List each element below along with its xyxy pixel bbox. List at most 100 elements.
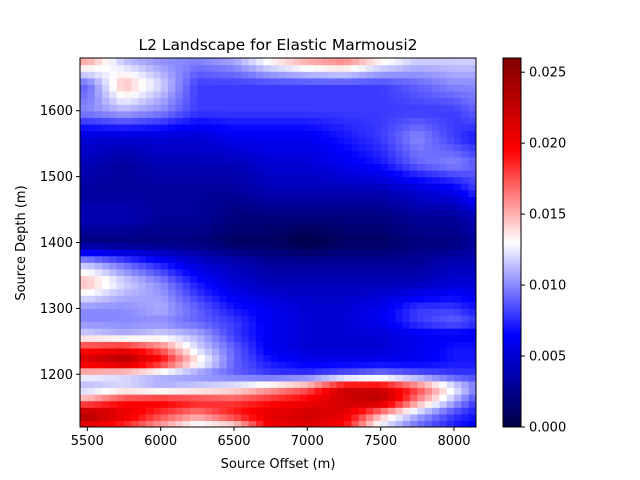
heatmap-cell: [410, 295, 418, 303]
heatmap-cell: [461, 137, 470, 145]
heatmap-cell: [124, 209, 132, 217]
heatmap-cell: [417, 308, 426, 316]
heatmap-cell: [263, 130, 272, 138]
heatmap-cell: [182, 347, 191, 356]
heatmap-cell: [212, 84, 220, 92]
heatmap-cell: [226, 387, 235, 395]
heatmap-cell: [219, 163, 228, 171]
heatmap-cell: [263, 328, 272, 336]
heatmap-cell: [322, 321, 330, 329]
heatmap-cell: [351, 328, 360, 336]
heatmap-cell: [153, 156, 162, 165]
heatmap-cell: [226, 110, 235, 118]
heatmap-cell: [314, 143, 323, 151]
heatmap-cell: [468, 268, 476, 277]
heatmap-cell: [417, 321, 426, 329]
heatmap-cell: [446, 334, 455, 342]
heatmap-cell: [322, 361, 330, 369]
heatmap-cell: [468, 394, 476, 402]
heatmap-cell: [344, 308, 352, 316]
heatmap-cell: [285, 137, 294, 145]
heatmap-cell: [212, 235, 220, 244]
heatmap-cell: [358, 367, 367, 375]
heatmap-cell: [351, 321, 360, 329]
heatmap-cell: [461, 407, 470, 415]
heatmap-cell: [307, 84, 316, 92]
heatmap-cell: [439, 77, 448, 85]
heatmap-cell: [336, 77, 345, 85]
heatmap-cell: [138, 229, 147, 237]
heatmap-cell: [307, 341, 316, 349]
heatmap-cell: [226, 301, 235, 309]
heatmap-cell: [116, 97, 125, 105]
heatmap-cell: [388, 216, 396, 224]
heatmap-cell: [94, 58, 103, 66]
heatmap-cell: [80, 90, 88, 99]
heatmap-cell: [468, 170, 476, 178]
heatmap-cell: [241, 347, 250, 356]
heatmap-cell: [175, 216, 184, 224]
heatmap-cell: [366, 71, 374, 79]
heatmap-cell: [410, 176, 418, 184]
heatmap-cell: [329, 189, 338, 197]
heatmap-cell: [358, 130, 367, 138]
heatmap-cell: [468, 295, 476, 303]
heatmap-cell: [241, 387, 250, 395]
heatmap-cell: [116, 196, 125, 204]
heatmap-cell: [94, 308, 103, 316]
heatmap-cell: [168, 328, 176, 336]
heatmap-cell: [263, 170, 272, 178]
heatmap-cell: [322, 189, 330, 197]
heatmap-cell: [461, 295, 470, 303]
heatmap-cell: [373, 328, 382, 336]
heatmap-cell: [219, 90, 228, 99]
heatmap-cell: [109, 229, 118, 237]
heatmap-cell: [219, 97, 228, 105]
heatmap-cell: [248, 77, 257, 85]
heatmap-cell: [234, 222, 242, 230]
heatmap-cell: [432, 209, 440, 217]
heatmap-cell: [439, 176, 448, 184]
heatmap-cell: [94, 321, 103, 329]
heatmap-cell: [182, 387, 191, 395]
heatmap-cell: [292, 216, 301, 224]
heatmap-cell: [241, 374, 250, 382]
heatmap-cell: [373, 367, 382, 375]
heatmap-cell: [109, 301, 118, 309]
heatmap-cell: [102, 275, 110, 283]
heatmap-cell: [336, 150, 345, 158]
heatmap-cell: [263, 301, 272, 309]
heatmap-cell: [175, 183, 184, 191]
heatmap-cell: [241, 123, 250, 132]
heatmap-cell: [197, 137, 206, 145]
heatmap-cell: [454, 229, 462, 237]
heatmap-cell: [182, 130, 191, 138]
heatmap-cell: [373, 420, 382, 427]
heatmap-cell: [307, 183, 316, 191]
heatmap-cell: [270, 150, 279, 158]
heatmap-cell: [241, 84, 250, 92]
heatmap-cell: [204, 130, 213, 138]
heatmap-cell: [197, 347, 206, 356]
heatmap-cell: [94, 143, 103, 151]
heatmap-cell: [461, 183, 470, 191]
heatmap-cell: [80, 413, 88, 422]
heatmap-cell: [373, 354, 382, 362]
heatmap-cell: [204, 380, 213, 389]
heatmap-cell: [109, 97, 118, 105]
heatmap-cell: [270, 334, 279, 342]
heatmap-cell: [87, 275, 96, 283]
heatmap-cell: [351, 235, 360, 244]
heatmap-cell: [395, 156, 404, 165]
heatmap-cell: [146, 64, 154, 72]
heatmap-cell: [131, 275, 140, 283]
heatmap-cell: [432, 341, 440, 349]
heatmap-cell: [461, 150, 470, 158]
heatmap-cell: [263, 420, 272, 427]
heatmap-cell: [395, 137, 404, 145]
heatmap-cell: [131, 64, 140, 72]
heatmap-cell: [461, 249, 470, 257]
heatmap-cell: [270, 347, 279, 356]
heatmap-cell: [380, 347, 389, 356]
